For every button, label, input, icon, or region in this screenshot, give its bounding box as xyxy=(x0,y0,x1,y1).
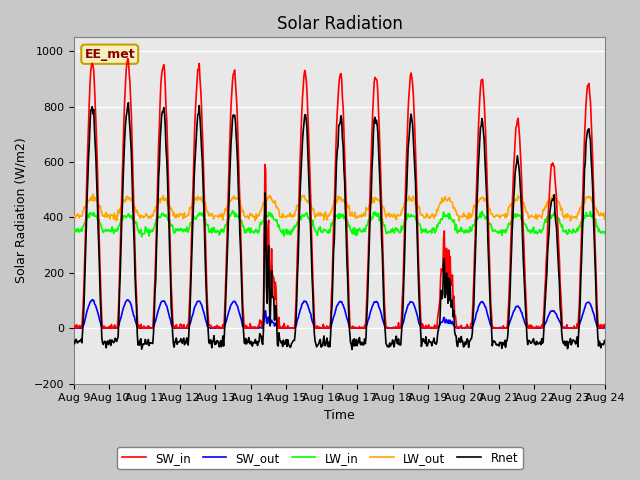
Rnet xyxy=(188,272,195,278)
SW_in xyxy=(188,249,195,254)
Line: LW_in: LW_in xyxy=(74,211,605,237)
LW_out xyxy=(383,211,391,217)
SW_in xyxy=(70,325,77,331)
Rnet xyxy=(332,183,340,189)
SW_in xyxy=(332,150,340,156)
Line: SW_out: SW_out xyxy=(74,300,605,328)
SW_out xyxy=(554,314,561,320)
Y-axis label: Solar Radiation (W/m2): Solar Radiation (W/m2) xyxy=(15,138,28,283)
LW_out xyxy=(188,204,195,210)
SW_in xyxy=(383,324,391,330)
SW_out xyxy=(383,325,391,331)
Line: Rnet: Rnet xyxy=(74,103,605,349)
LW_out xyxy=(89,192,97,197)
Rnet xyxy=(125,100,132,106)
SW_in xyxy=(602,322,609,327)
LW_out xyxy=(70,213,77,218)
SW_in xyxy=(436,297,444,303)
LW_out xyxy=(566,218,574,224)
Legend: SW_in, SW_out, LW_in, LW_out, Rnet: SW_in, SW_out, LW_in, LW_out, Rnet xyxy=(117,447,523,469)
LW_out xyxy=(436,201,444,207)
SW_out xyxy=(88,297,96,302)
LW_out xyxy=(602,213,609,218)
LW_in xyxy=(188,220,195,226)
LW_in xyxy=(228,208,236,214)
LW_out xyxy=(210,216,218,222)
Text: EE_met: EE_met xyxy=(84,48,135,60)
Title: Solar Radiation: Solar Radiation xyxy=(276,15,403,33)
Rnet xyxy=(554,255,562,261)
SW_in xyxy=(554,213,561,218)
Line: SW_in: SW_in xyxy=(74,59,605,328)
Rnet xyxy=(348,347,356,352)
Rnet xyxy=(385,343,392,348)
SW_out xyxy=(188,317,195,323)
LW_in xyxy=(436,216,444,222)
Line: LW_out: LW_out xyxy=(74,194,605,221)
LW_in xyxy=(333,213,340,218)
SW_out xyxy=(436,322,444,328)
LW_in xyxy=(385,228,392,234)
SW_out xyxy=(602,324,609,330)
LW_in xyxy=(210,225,218,230)
Rnet xyxy=(602,339,609,345)
LW_in xyxy=(70,226,77,232)
LW_out xyxy=(332,198,340,204)
SW_out xyxy=(70,325,77,331)
LW_in xyxy=(138,234,145,240)
LW_in xyxy=(602,229,609,235)
Rnet xyxy=(436,298,444,304)
SW_in xyxy=(210,324,218,330)
LW_out xyxy=(554,198,561,204)
Rnet xyxy=(210,333,218,338)
LW_in xyxy=(554,218,562,224)
SW_out xyxy=(210,325,218,331)
SW_in xyxy=(124,56,131,61)
Rnet xyxy=(70,339,77,345)
SW_out xyxy=(332,307,340,312)
X-axis label: Time: Time xyxy=(324,409,355,422)
